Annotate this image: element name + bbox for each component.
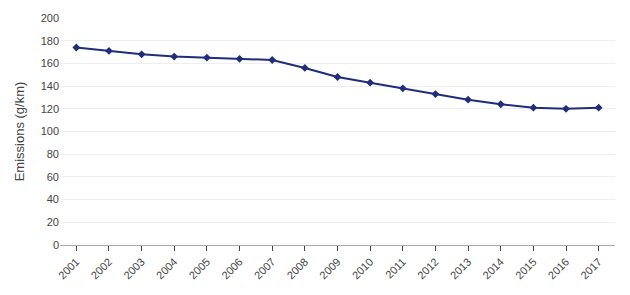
svg-text:2002: 2002 [88, 256, 114, 282]
svg-text:2009: 2009 [317, 256, 343, 282]
svg-text:80: 80 [47, 148, 59, 160]
svg-text:Emissions (g/km): Emissions (g/km) [12, 82, 27, 182]
svg-text:2003: 2003 [121, 256, 147, 282]
svg-text:60: 60 [47, 171, 59, 183]
svg-text:180: 180 [41, 35, 59, 47]
svg-text:2010: 2010 [350, 256, 376, 282]
svg-text:120: 120 [41, 103, 59, 115]
svg-text:2014: 2014 [480, 256, 506, 282]
svg-text:160: 160 [41, 57, 59, 69]
svg-text:200: 200 [41, 12, 59, 24]
svg-text:0: 0 [53, 239, 59, 251]
svg-text:40: 40 [47, 193, 59, 205]
svg-text:2015: 2015 [513, 256, 539, 282]
svg-text:2006: 2006 [219, 256, 245, 282]
svg-text:2017: 2017 [578, 256, 604, 282]
svg-text:140: 140 [41, 80, 59, 92]
svg-text:2013: 2013 [448, 256, 474, 282]
svg-text:2004: 2004 [154, 256, 180, 282]
svg-text:2007: 2007 [252, 256, 278, 282]
svg-text:2001: 2001 [56, 256, 82, 282]
svg-text:20: 20 [47, 216, 59, 228]
svg-text:100: 100 [41, 125, 59, 137]
svg-text:2012: 2012 [415, 256, 441, 282]
svg-text:2016: 2016 [546, 256, 572, 282]
svg-text:2008: 2008 [284, 256, 310, 282]
svg-text:2005: 2005 [186, 256, 212, 282]
svg-text:2011: 2011 [383, 256, 408, 281]
